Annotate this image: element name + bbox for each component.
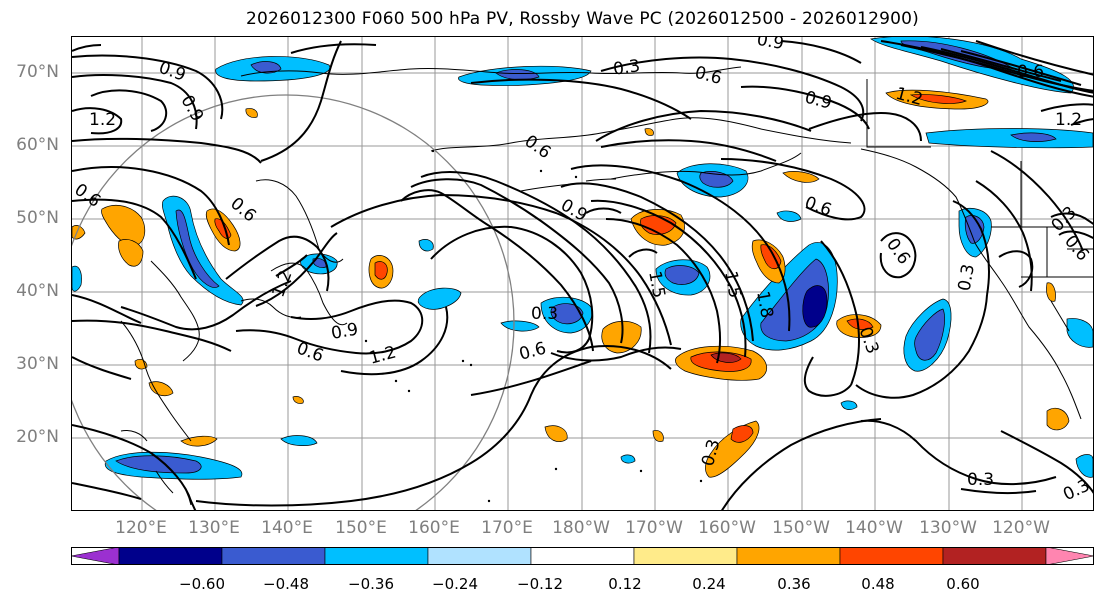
lat-label-20: 20°N [16,427,59,447]
colorbar-tick-label: 0.36 [777,575,811,593]
colorbar-segment [324,547,429,565]
colorbar-segment [221,547,326,565]
contour-label: 0.3 [531,304,558,324]
lon-label-160e: 160°E [408,518,460,538]
coastlines [120,66,1093,506]
lat-label-60: 60°N [16,135,59,155]
contour-label: 1.8 [752,290,776,320]
pv-contours [72,40,1093,510]
map-panel: 0.9 0.9 0.3 0.6 0.9 1.2 1.2 0.6 0.6 1.2 … [71,36,1094,511]
lon-label-150w: 150°W [772,518,830,538]
lon-label-120e: 120°E [115,518,167,538]
colorbar-segment [633,547,738,565]
colorbar-segment [118,547,223,565]
contour-label: 1.2 [893,84,924,110]
lon-label-170w: 170°W [625,518,683,538]
contour-label: 0.6 [517,338,548,364]
lon-label-130w: 130°W [919,518,977,538]
great-circle-outline [72,94,515,510]
lon-label-180w: 180°W [552,518,610,538]
contour-label: 0.6 [226,194,260,227]
colorbar-extend-low [71,547,120,565]
colorbar-segment [839,547,944,565]
chart-title: 2026012300 F060 500 hPa PV, Rossby Wave … [246,9,919,29]
colorbar-tick-label: 0.12 [608,575,642,593]
contour-label: 1.2 [89,110,116,130]
contour-label: 1.2 [1055,110,1082,130]
lon-label-170e: 170°E [481,518,533,538]
colorbar-segment [530,547,635,565]
contour-label: 0.6 [72,180,104,212]
contour-label: 0.3 [612,56,642,80]
colorbar [71,547,1094,565]
lon-label-150e: 150°E [335,518,387,538]
lon-label-140e: 140°E [261,518,313,538]
contour-label: 0.6 [1060,232,1093,266]
contour-label: 0.6 [294,338,326,366]
colorbar-tick-label: −0.24 [432,575,478,593]
positive-anomalies [72,89,1070,478]
colorbar-tick-label: −0.60 [179,575,225,593]
colorbar-segment [942,547,1047,565]
lat-label-40: 40°N [16,281,59,301]
colorbar-tick-label: −0.12 [517,575,563,593]
contour-label: 0.3 [955,263,979,293]
contour-label: 1.5 [644,270,668,300]
colorbar-tick-label: 0.60 [946,575,980,593]
lon-label-160w: 160°W [698,518,756,538]
contour-label: 0.6 [1017,62,1044,82]
contour-label: 0.6 [521,131,555,163]
colorbar-tick-label: 0.48 [861,575,895,593]
colorbar-segment [736,547,841,565]
contour-label: 0.9 [755,37,785,54]
contour-label: 0.9 [330,320,360,344]
contour-label: 0.6 [693,63,724,89]
contour-label: 0.3 [1060,476,1093,506]
colorbar-tick-label: −0.48 [263,575,309,593]
contour-label: 1.2 [268,268,296,300]
lon-label-130e: 130°E [188,518,240,538]
contour-label: 0.9 [803,87,834,113]
lat-label-70: 70°N [16,62,59,82]
contour-label: 1.5 [720,270,744,300]
colorbar-extend-high [1045,547,1094,565]
island-dots [364,149,703,503]
contour-label: 0.9 [557,195,590,226]
colorbar-tick-label: −0.36 [348,575,394,593]
lon-label-140w: 140°W [845,518,903,538]
lat-label-50: 50°N [16,208,59,228]
lon-label-120w: 120°W [992,518,1050,538]
colorbar-segment [427,547,532,565]
colorbar-tick-label: 0.24 [692,575,726,593]
lat-label-30: 30°N [16,354,59,374]
contour-label: 0.3 [967,470,994,490]
